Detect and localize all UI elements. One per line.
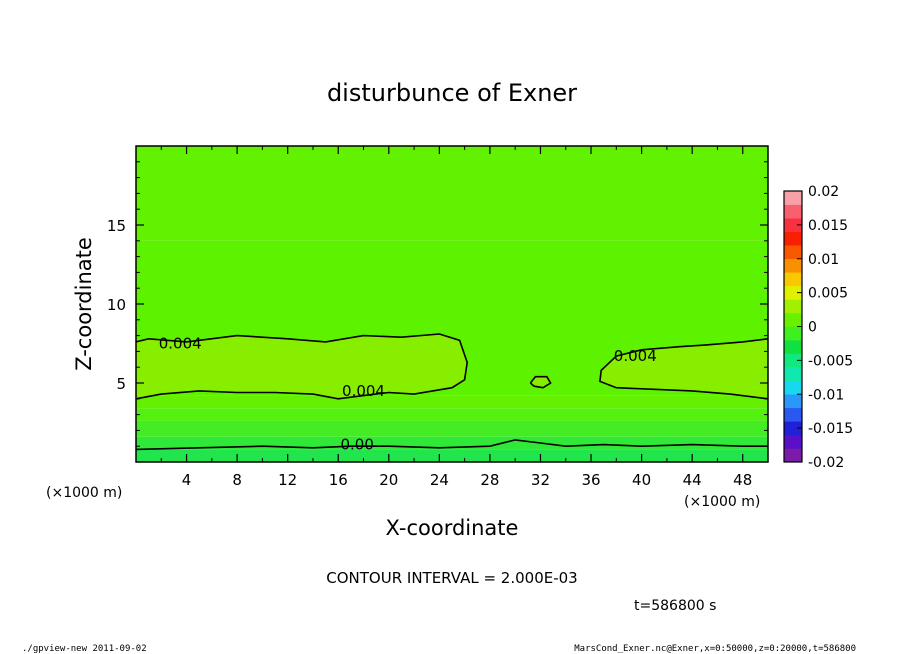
x-axis-label: X-coordinate: [386, 516, 519, 540]
x-tick-label-0: 4: [182, 471, 192, 489]
colorbar-segment-4: [784, 394, 802, 409]
colorbar-segment-12: [784, 285, 802, 300]
x-tick-label-6: 28: [480, 471, 499, 489]
colorbar-segment-17: [784, 218, 802, 232]
contour-interval: CONTOUR INTERVAL = 2.000E-03: [326, 569, 577, 587]
colorbar-segment-15: [784, 245, 802, 260]
colorbar-segment-16: [784, 231, 802, 246]
y-axis-ticks: 5 10 15: [107, 161, 768, 447]
x-tick-label-9: 40: [632, 471, 651, 489]
field-band-4: [136, 395, 768, 409]
colorbar-label-5: -0.005: [808, 353, 853, 369]
colorbar-segment-1: [784, 434, 802, 449]
x-tick-label-3: 16: [329, 471, 348, 489]
colorbar-label-7: -0.015: [808, 421, 853, 437]
y-axis-label: Z-coordinate: [72, 237, 96, 371]
colorbar-segment-9: [784, 326, 802, 341]
contour-region-left: [136, 334, 468, 399]
colorbar-segment-11: [784, 299, 802, 314]
colorbar-label-8: -0.02: [808, 455, 844, 471]
contour-label-0: 0.004: [159, 335, 202, 353]
colorbar-segment-2: [784, 421, 802, 436]
field-band-6: [136, 146, 768, 241]
field-band-3: [136, 408, 768, 421]
x-tick-label-5: 24: [430, 471, 449, 489]
x-axis-ticks: 4 8 12 16 20 24 28 32 36 40 44 48: [160, 146, 769, 489]
contour-line-1: [529, 375, 552, 389]
x-tick-label-11: 48: [733, 471, 752, 489]
field-band-1: [136, 436, 768, 450]
colorbar-label-1: 0.015: [808, 218, 848, 234]
x-tick-label-8: 36: [581, 471, 600, 489]
contour-label-1: 0.004: [342, 382, 385, 400]
contour-region-right: [599, 338, 768, 399]
chart-title: disturbunce of Exner: [327, 79, 577, 107]
plot-area: 0.004 0.004 0.004 0.00: [135, 146, 769, 462]
contour-line-2: [599, 338, 769, 400]
colorbar-segment-18: [784, 204, 802, 219]
contour-line-0: [135, 333, 469, 400]
colorbar-label-2: 0.01: [808, 252, 839, 268]
x-unit-right: (×1000 m): [684, 494, 760, 510]
colorbar-segment-10: [784, 312, 802, 327]
contour-region-small: [530, 376, 551, 388]
y-tick-label-0: 5: [116, 375, 126, 393]
colorbar-segment-7: [784, 353, 802, 368]
field-band-0: [136, 449, 768, 462]
x-tick-label-4: 20: [379, 471, 398, 489]
contour-line-3: [135, 439, 768, 451]
x-unit-left: (×1000 m): [46, 485, 122, 501]
colorbar-segment-5: [784, 380, 802, 395]
colorbar-segment-14: [784, 258, 802, 273]
x-tick-label-7: 32: [531, 471, 550, 489]
y-tick-label-1: 10: [107, 296, 126, 314]
contour-label-3: 0.00: [340, 436, 373, 454]
colorbar-segment-8: [784, 340, 802, 354]
x-tick-label-2: 12: [278, 471, 297, 489]
colorbar-label-3: 0.005: [808, 286, 848, 302]
contour-label-2: 0.004: [614, 347, 657, 365]
footer-right: MarsCond_Exner.nc@Exner,x=0:50000,z=0:20…: [574, 644, 856, 654]
time-label: t=586800 s: [634, 598, 716, 614]
colorbar-segment-6: [784, 367, 802, 381]
colorbar-segment-0: [784, 448, 802, 463]
y-tick-label-2: 15: [107, 217, 126, 235]
x-tick-label-10: 44: [683, 471, 702, 489]
colorbar-segment-3: [784, 407, 802, 422]
footer-left: ./gpview-new 2011-09-02: [22, 644, 147, 654]
x-tick-label-1: 8: [232, 471, 242, 489]
field-band-2: [136, 420, 768, 437]
colorbar-segment-19: [784, 191, 802, 205]
colorbar-label-6: -0.01: [808, 387, 844, 403]
colorbar-label-4: 0: [808, 320, 817, 336]
colorbar-segment-13: [784, 272, 802, 287]
colorbar: 0.02 0.015 0.01 0.005 0 -0.005 -0.01 -0.015 -0.0…: [783, 184, 853, 471]
colorbar-label-0: 0.02: [808, 184, 839, 200]
